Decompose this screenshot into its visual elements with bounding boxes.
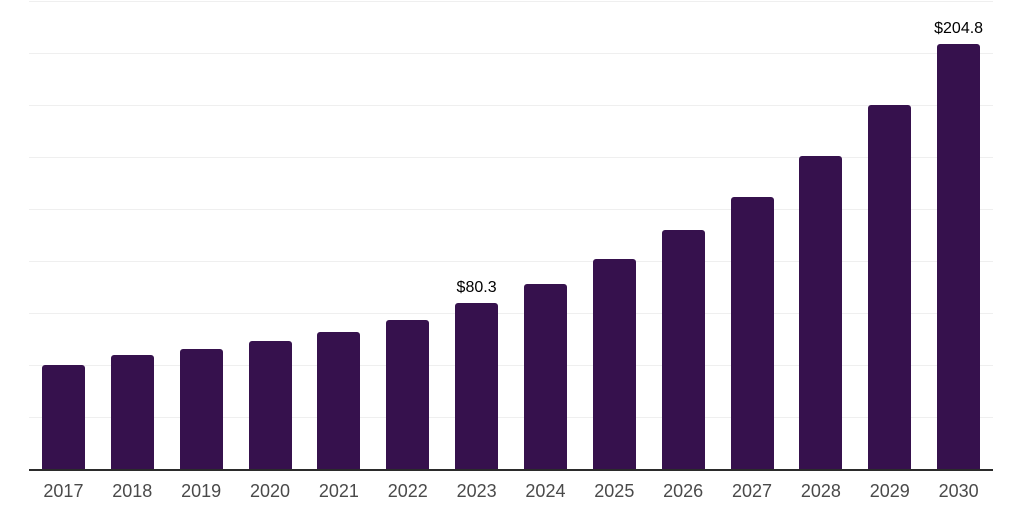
bar-2030: $204.8 [934, 20, 983, 470]
x-label-2017: 2017 [43, 481, 84, 501]
bar-2028 [799, 155, 843, 470]
x-label-2021: 2021 [318, 481, 359, 501]
bar-2017 [41, 364, 85, 470]
x-label-2028: 2028 [800, 481, 841, 501]
bar-slot-2024 [511, 0, 580, 470]
x-label-2027: 2027 [732, 481, 773, 501]
plot-area: $80.3 $204.8 [29, 0, 993, 471]
bar-2025 [592, 259, 636, 470]
x-label-2030: 2030 [938, 481, 979, 501]
gridline-75 [29, 313, 993, 314]
bar-slot-2028 [786, 0, 855, 470]
bar-slot-2025 [580, 0, 649, 470]
bar-value-label-2030: $204.8 [934, 20, 984, 38]
bar-slot-2020 [236, 0, 305, 470]
bar-2020 [248, 340, 292, 470]
bar-2023: $80.3 [455, 279, 499, 470]
bar-2029 [868, 104, 912, 470]
bar-slot-2022 [373, 0, 442, 470]
bar-2021 [317, 331, 361, 470]
bar-slot-2030: $204.8 [924, 0, 993, 470]
bar-2024 [523, 283, 567, 470]
x-axis-line [29, 469, 993, 471]
bar-slot-2029 [855, 0, 924, 470]
bar-slot-2027 [718, 0, 787, 470]
x-label-2019: 2019 [181, 481, 222, 501]
bar-slot-2019 [167, 0, 236, 470]
bar-slot-2017 [29, 0, 98, 470]
gridline-200 [29, 53, 993, 54]
x-label-2018: 2018 [112, 481, 153, 501]
x-axis-labels: 2017 2018 2019 2020 2021 2022 2023 2024 2025 2026… [29, 472, 993, 502]
gridline-50 [29, 365, 993, 366]
gridline-150 [29, 157, 993, 158]
x-label-2022: 2022 [387, 481, 428, 501]
x-label-2023: 2023 [456, 481, 497, 501]
bar-slot-2018 [98, 0, 167, 470]
x-label-2024: 2024 [525, 481, 566, 501]
gridline-225 [29, 1, 993, 2]
x-label-2025: 2025 [594, 481, 635, 501]
bar-slot-2023: $80.3 [442, 0, 511, 470]
x-label-2020: 2020 [249, 481, 291, 501]
bar-value-label-2023: $80.3 [456, 278, 497, 296]
bar-2022 [386, 319, 430, 470]
bar-2026 [661, 230, 705, 470]
bar-slot-2021 [304, 0, 373, 470]
bar-2027 [730, 197, 774, 470]
x-label-2026: 2026 [663, 481, 704, 501]
gridline-125 [29, 209, 993, 210]
bar-2019 [179, 348, 223, 470]
bar-2018 [110, 354, 154, 470]
bar-series: $80.3 $204.8 [29, 0, 993, 470]
gridline-25 [29, 417, 993, 418]
x-label-2029: 2029 [869, 481, 910, 501]
gridline-175 [29, 105, 993, 106]
gridline-100 [29, 261, 993, 262]
bar-slot-2026 [649, 0, 718, 470]
